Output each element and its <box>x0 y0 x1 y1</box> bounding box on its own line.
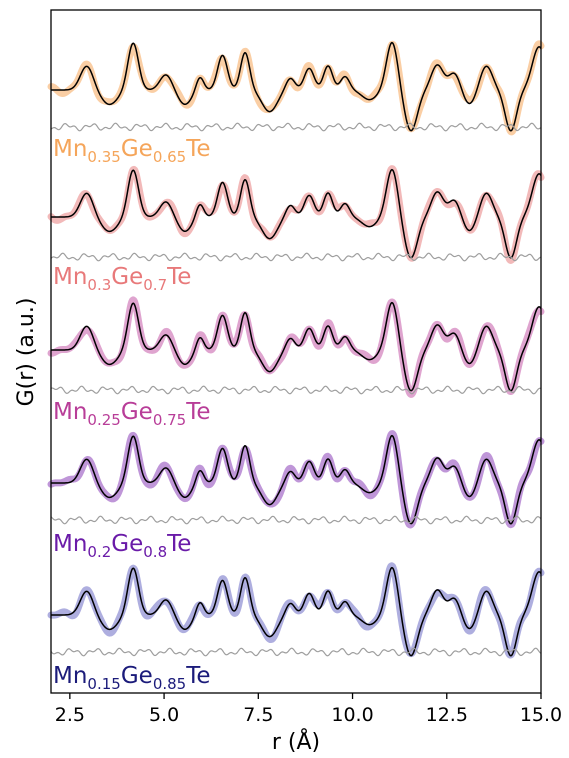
x-tick-label: 5.0 <box>149 704 179 726</box>
observed-line-4 <box>47 430 545 529</box>
x-axis-title: r (Å) <box>272 728 320 755</box>
observed-line-5 <box>47 562 545 659</box>
difference-line-3 <box>50 385 542 395</box>
series-1 <box>47 40 545 136</box>
observed-line-2 <box>47 165 545 264</box>
label-element: Mn <box>53 399 87 425</box>
series-label-4: Mn0.2Ge0.8Te <box>53 531 191 561</box>
label-element: Mn <box>53 136 87 162</box>
difference-line-1 <box>50 122 542 132</box>
label-subscript: 0.7 <box>143 276 167 294</box>
label-element: Te <box>166 531 191 557</box>
x-tick-label: 2.5 <box>55 704 85 726</box>
label-element: Mn <box>53 531 87 557</box>
fit-line-3 <box>51 301 542 392</box>
label-element: Ge <box>111 531 143 557</box>
label-subscript: 0.65 <box>153 148 186 166</box>
difference-line-5 <box>50 647 542 657</box>
series-4 <box>47 430 545 529</box>
label-element: Ge <box>121 663 153 689</box>
series-label-2: Mn0.3Ge0.7Te <box>53 264 191 294</box>
x-tick-label: 15.0 <box>520 704 562 726</box>
label-element: Ge <box>121 136 153 162</box>
series-label-1: Mn0.35Ge0.65Te <box>53 136 211 166</box>
difference-line-2 <box>50 252 542 262</box>
observed-line-3 <box>47 296 545 398</box>
fit-line-4 <box>51 434 542 525</box>
label-subscript: 0.2 <box>87 543 111 561</box>
label-element: Te <box>166 264 191 290</box>
fit-line-2 <box>51 168 542 259</box>
x-tick-label: 7.5 <box>243 704 273 726</box>
series-5 <box>47 562 545 659</box>
observed-line-1 <box>47 40 545 136</box>
series-3 <box>47 296 545 398</box>
series-label-3: Mn0.25Ge0.75Te <box>53 399 211 429</box>
label-element: Ge <box>111 264 143 290</box>
label-element: Mn <box>53 264 87 290</box>
label-subscript: 0.25 <box>87 411 120 429</box>
series-label-5: Mn0.15Ge0.85Te <box>53 663 211 693</box>
label-subscript: 0.3 <box>87 276 111 294</box>
label-subscript: 0.85 <box>153 675 186 693</box>
fit-line-5 <box>51 566 542 657</box>
label-subscript: 0.8 <box>143 543 167 561</box>
x-tick-label: 12.5 <box>426 704 468 726</box>
x-tick-label: 10.0 <box>331 704 373 726</box>
label-element: Mn <box>53 663 87 689</box>
label-element: Te <box>185 663 210 689</box>
y-axis-title: G(r) (a.u.) <box>14 298 39 407</box>
difference-line-4 <box>50 515 542 525</box>
fit-line-1 <box>51 41 542 132</box>
series-labels: Mn0.35Ge0.65TeMn0.3Ge0.7TeMn0.25Ge0.75Te… <box>53 136 211 693</box>
series-layer <box>47 40 545 659</box>
x-axis: 2.5 5.0 7.5 10.0 12.5 15.0 <box>55 693 562 726</box>
series-2 <box>47 165 545 264</box>
label-element: Te <box>185 399 210 425</box>
plot-frame <box>50 9 542 694</box>
label-element: Te <box>185 136 210 162</box>
label-subscript: 0.15 <box>87 675 120 693</box>
label-subscript: 0.35 <box>87 148 120 166</box>
label-subscript: 0.75 <box>153 411 186 429</box>
label-element: Ge <box>121 399 153 425</box>
